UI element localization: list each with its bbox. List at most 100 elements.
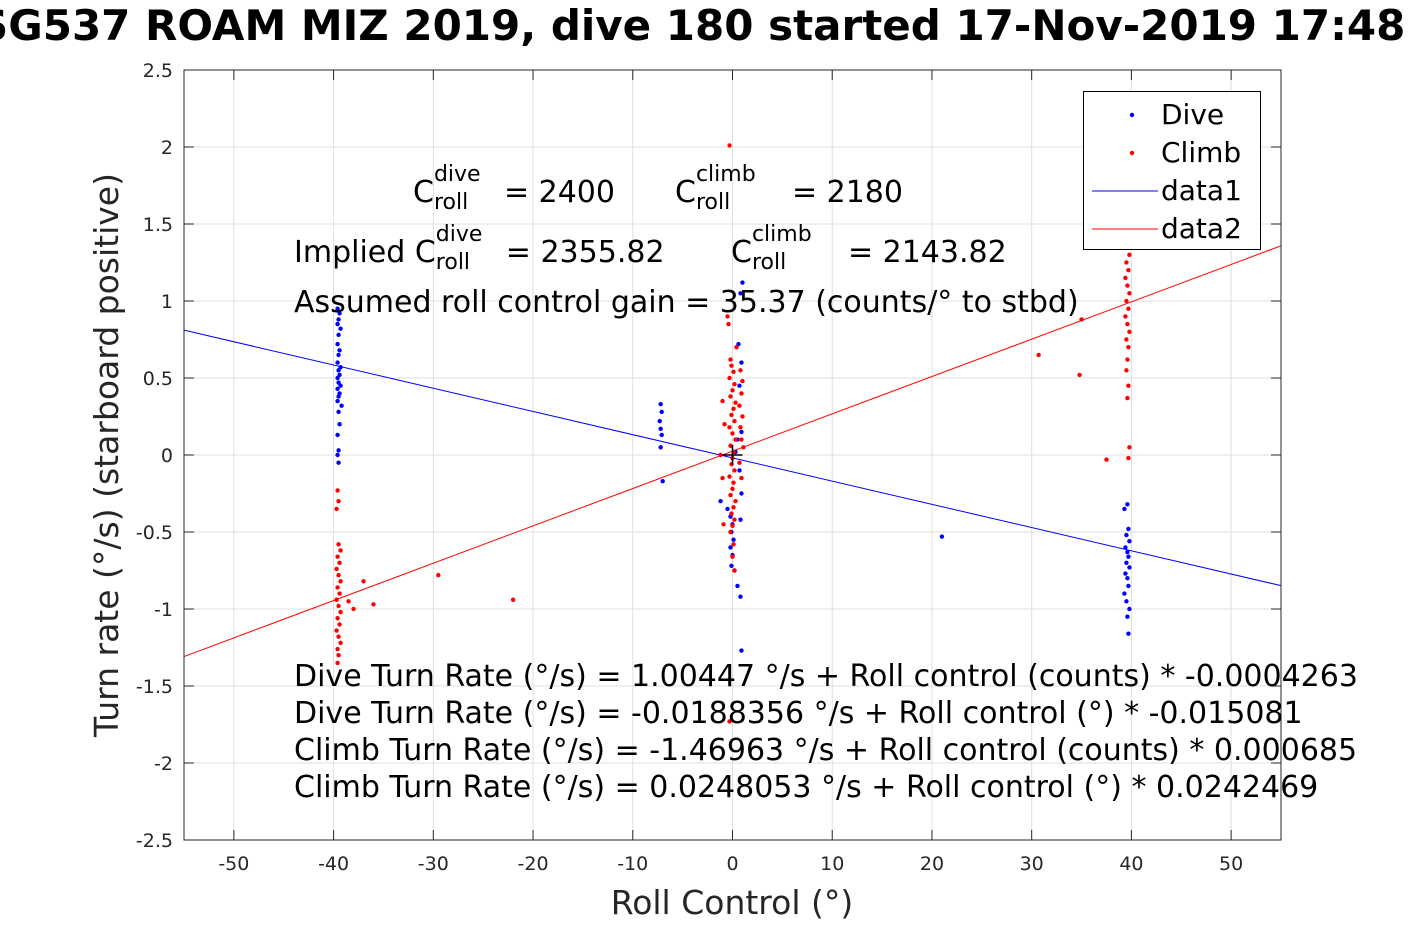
point-climb [718,452,723,458]
point-dive [338,326,343,331]
point-climb [1124,337,1129,342]
point-dive [336,409,341,415]
point-climb [730,486,735,492]
x-tick-label: 10 [820,853,844,875]
legend-entry-dive: Dive [1084,96,1260,134]
point-dive [1125,614,1130,619]
point-dive [337,422,342,427]
equation-climb-counts: Climb Turn Rate (°/s) = -1.46963 °/s + R… [294,733,1358,768]
point-climb [727,425,732,430]
point-climb [334,506,339,512]
point-dive [1123,571,1128,576]
equation-dive-degrees: Dive Turn Rate (°/s) = -0.0188356 °/s + … [294,696,1303,731]
point-dive [336,368,341,373]
point-climb [337,622,342,627]
point-climb [731,505,736,510]
point-dive [738,517,743,522]
point-climb [335,585,340,590]
point-dive [658,401,663,407]
point-climb [731,406,736,411]
point-climb [1126,268,1131,273]
legend-dot-dive-icon [1129,112,1135,118]
point-dive [335,386,340,391]
point-climb [727,375,732,381]
point-dive [336,460,341,465]
point-climb [728,492,733,498]
point-climb [1123,314,1128,319]
point-climb [337,591,342,596]
point-dive [335,452,340,458]
point-climb [732,517,737,522]
x-tick-label: -30 [418,853,449,875]
point-climb [741,445,746,450]
point-climb [727,474,732,479]
point-climb [731,542,736,547]
point-climb [1127,329,1132,334]
point-dive [725,506,730,512]
point-climb [1127,291,1132,296]
point-dive [336,317,341,322]
point-climb [335,646,340,652]
point-climb [338,548,343,553]
point-climb [361,579,366,584]
y-tick-label: 2.5 [143,60,173,82]
point-dive [728,545,733,550]
point-climb [338,609,343,615]
point-climb [732,418,737,424]
point-dive [335,375,340,381]
x-tick-label: 0 [726,853,738,875]
point-dive [337,311,342,316]
point-climb [733,499,738,504]
point-climb [740,378,745,384]
point-climb [338,640,343,646]
y-tick-label: 1.5 [143,214,173,236]
point-climb [730,523,735,529]
legend-entry-data1: data1 [1084,172,1260,210]
point-climb [727,719,732,724]
point-climb [1124,260,1129,265]
point-climb [1124,298,1129,304]
data-points [334,143,1132,724]
equation-dive-counts: Dive Turn Rate (°/s) = 1.00447 °/s + Rol… [294,659,1358,694]
point-climb [738,368,743,373]
point-climb [729,363,734,368]
point-climb [1077,372,1082,378]
point-dive [739,648,744,653]
point-climb [1127,252,1132,257]
x-tick-label: 20 [920,853,944,875]
point-climb [728,357,733,362]
point-dive [1126,526,1131,532]
point-climb [728,529,733,535]
point-dive [1126,554,1131,559]
point-climb [338,579,343,584]
x-tick-label: 30 [1020,853,1044,875]
point-dive [659,432,664,438]
point-climb [1124,368,1129,373]
point-climb [732,381,737,387]
point-dive [740,280,745,285]
point-climb [728,394,733,399]
point-climb [346,599,351,604]
point-dive [337,348,342,353]
point-climb [1126,306,1131,311]
point-dive [1124,532,1129,538]
point-dive [660,478,665,484]
point-dive [335,432,340,438]
point-dive [735,583,740,589]
point-climb [738,425,743,430]
point-climb [734,345,739,350]
y-tick-label: -0.5 [136,522,173,544]
point-dive [1122,591,1127,596]
point-dive [338,383,343,388]
legend-entry-climb: Climb [1084,134,1260,172]
point-climb [740,414,745,419]
point-climb [1125,357,1130,362]
point-dive [1125,576,1130,581]
point-climb [335,554,340,559]
legend: Dive Climb data1 data2 [1083,91,1261,250]
point-dive [1127,565,1132,570]
point-climb [336,634,341,639]
y-tick-label: -1.5 [136,676,173,698]
point-climb [722,422,727,427]
